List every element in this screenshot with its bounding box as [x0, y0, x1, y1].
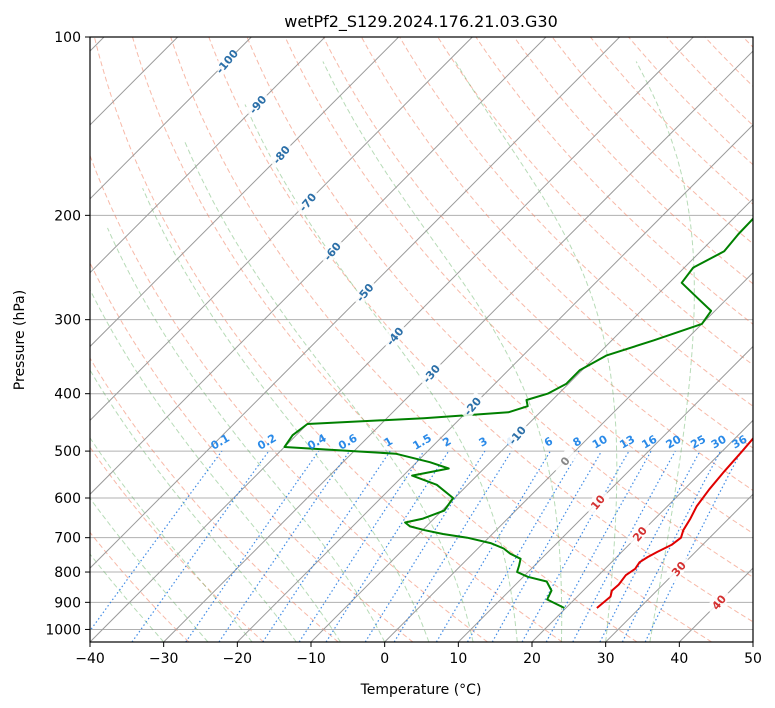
- dry-adiabat: [551, 37, 753, 245]
- x-tick-label: 50: [744, 651, 762, 667]
- isotherm: [90, 37, 252, 200]
- moist-adiabat: [90, 436, 253, 642]
- moist-adiabat: [107, 227, 386, 642]
- x-tick-label: −20: [223, 651, 253, 667]
- y-tick-label: 800: [54, 565, 81, 581]
- sounding-profiles: [283, 217, 753, 609]
- moist-adiabats: [90, 61, 695, 642]
- y-tick-label: 300: [54, 313, 81, 329]
- y-tick-label: 200: [54, 208, 81, 224]
- dry-adiabat: [399, 37, 753, 407]
- moist-adiabat: [90, 497, 209, 642]
- dry-adiabat: [628, 37, 753, 166]
- x-tick-label: −40: [75, 651, 105, 667]
- mixing-ratio-line: [466, 450, 580, 642]
- isotherm-label-bg: [267, 140, 295, 169]
- y-tick-label: 100: [54, 30, 81, 46]
- x-tick-label: −30: [149, 651, 179, 667]
- mixing-ratio-line: [435, 450, 551, 642]
- mixing-ratio-lines: [90, 450, 742, 642]
- dry-adiabat: [170, 37, 712, 642]
- isotherm: [752, 641, 753, 642]
- moist-adiabat: [322, 61, 563, 642]
- plot-background: [90, 37, 753, 642]
- y-tick-label: 1000: [45, 622, 81, 638]
- isotherm-label-bg: [583, 487, 611, 517]
- moist-adiabat: [184, 141, 474, 642]
- y-axis-label: Pressure (hPa): [12, 290, 28, 390]
- dry-adiabat: [475, 37, 753, 325]
- y-tick-label: 900: [54, 595, 81, 611]
- x-tick-label: 20: [523, 651, 541, 667]
- dry-adiabat: [322, 37, 753, 492]
- moist-adiabat: [142, 187, 430, 642]
- isotherm-label-bg: [351, 278, 378, 307]
- isotherm: [90, 37, 400, 348]
- isotherms: [90, 37, 753, 642]
- x-tick-label: 10: [449, 651, 467, 667]
- isotherm-label-bg: [458, 391, 486, 421]
- dry-adiabat: [90, 261, 414, 642]
- temperature-profile: [596, 437, 753, 609]
- isotherm-label-bg: [213, 47, 240, 76]
- moist-adiabat: [90, 553, 165, 642]
- moist-adiabat: [90, 288, 341, 642]
- isotherm-label-bg: [626, 519, 653, 548]
- mixing-ratio-line: [131, 450, 270, 642]
- x-tick-label: −10: [296, 651, 326, 667]
- isotherm-label-bg: [417, 359, 445, 388]
- chart-title: wetPf2_S129.2024.176.21.03.G30: [284, 12, 558, 32]
- y-tick-label: 700: [54, 531, 81, 547]
- moist-adiabat: [244, 104, 518, 642]
- mixing-ratio-line: [90, 450, 223, 632]
- mixing-ratio-line: [364, 450, 486, 642]
- dry-adiabat: [90, 531, 190, 642]
- y-tick-label: 400: [54, 387, 81, 403]
- isotherm: [605, 493, 753, 642]
- isotherm: [90, 37, 326, 274]
- mixing-ratio-line: [218, 450, 351, 642]
- isotherm-label-bg: [243, 90, 271, 119]
- mixing-ratio-line: [521, 450, 630, 642]
- dry-adiabat: [93, 37, 563, 642]
- dewpoint-profile: [283, 217, 753, 609]
- x-tick-label: 40: [670, 651, 688, 667]
- pressure-gridlines: [90, 37, 753, 630]
- y-tick-label: 500: [54, 444, 81, 460]
- plot-area: 0.10.20.40.611.52346810131620253036-100-…: [90, 37, 753, 642]
- isotherm-label-bg: [318, 236, 346, 266]
- mixing-ratio-line: [572, 450, 676, 642]
- isotherm: [90, 37, 621, 569]
- x-tick-label: 30: [597, 651, 615, 667]
- mixing-ratio-line: [393, 450, 513, 642]
- y-tick-label: 600: [54, 491, 81, 507]
- x-tick-label: 0: [380, 651, 389, 667]
- isotherm-label-bg: [664, 554, 692, 583]
- isotherm-label-bg: [293, 187, 321, 216]
- moist-adiabat: [90, 369, 297, 642]
- isotherm: [310, 198, 753, 642]
- axis-ticks: −40 −30 −20 −10 0 10 20 30 40 50 100 200 300 400 500 60…: [45, 30, 762, 667]
- dry-adiabat: [590, 37, 753, 205]
- isotherm-label-bg: [551, 446, 578, 476]
- mixing-ratio-line: [325, 450, 450, 642]
- isotherm: [457, 345, 753, 642]
- dry-adiabat: [437, 37, 753, 366]
- isotherm: [90, 37, 473, 422]
- isotherm-label-bg: [381, 321, 408, 351]
- isotherm-label-bg: [705, 587, 732, 617]
- mixing-ratio-line: [491, 450, 603, 642]
- isotherm-label-bg: [503, 420, 531, 449]
- moist-adiabat: [635, 61, 695, 642]
- isotherm: [163, 50, 753, 642]
- dry-adiabat: [90, 357, 339, 642]
- mixing-ratio-line: [545, 450, 652, 642]
- plot-frame: [89, 36, 754, 643]
- dry-adiabat: [132, 37, 638, 642]
- isotherm: [90, 37, 547, 495]
- isotherm: [236, 124, 753, 642]
- x-axis-label: Temperature (°C): [360, 682, 482, 698]
